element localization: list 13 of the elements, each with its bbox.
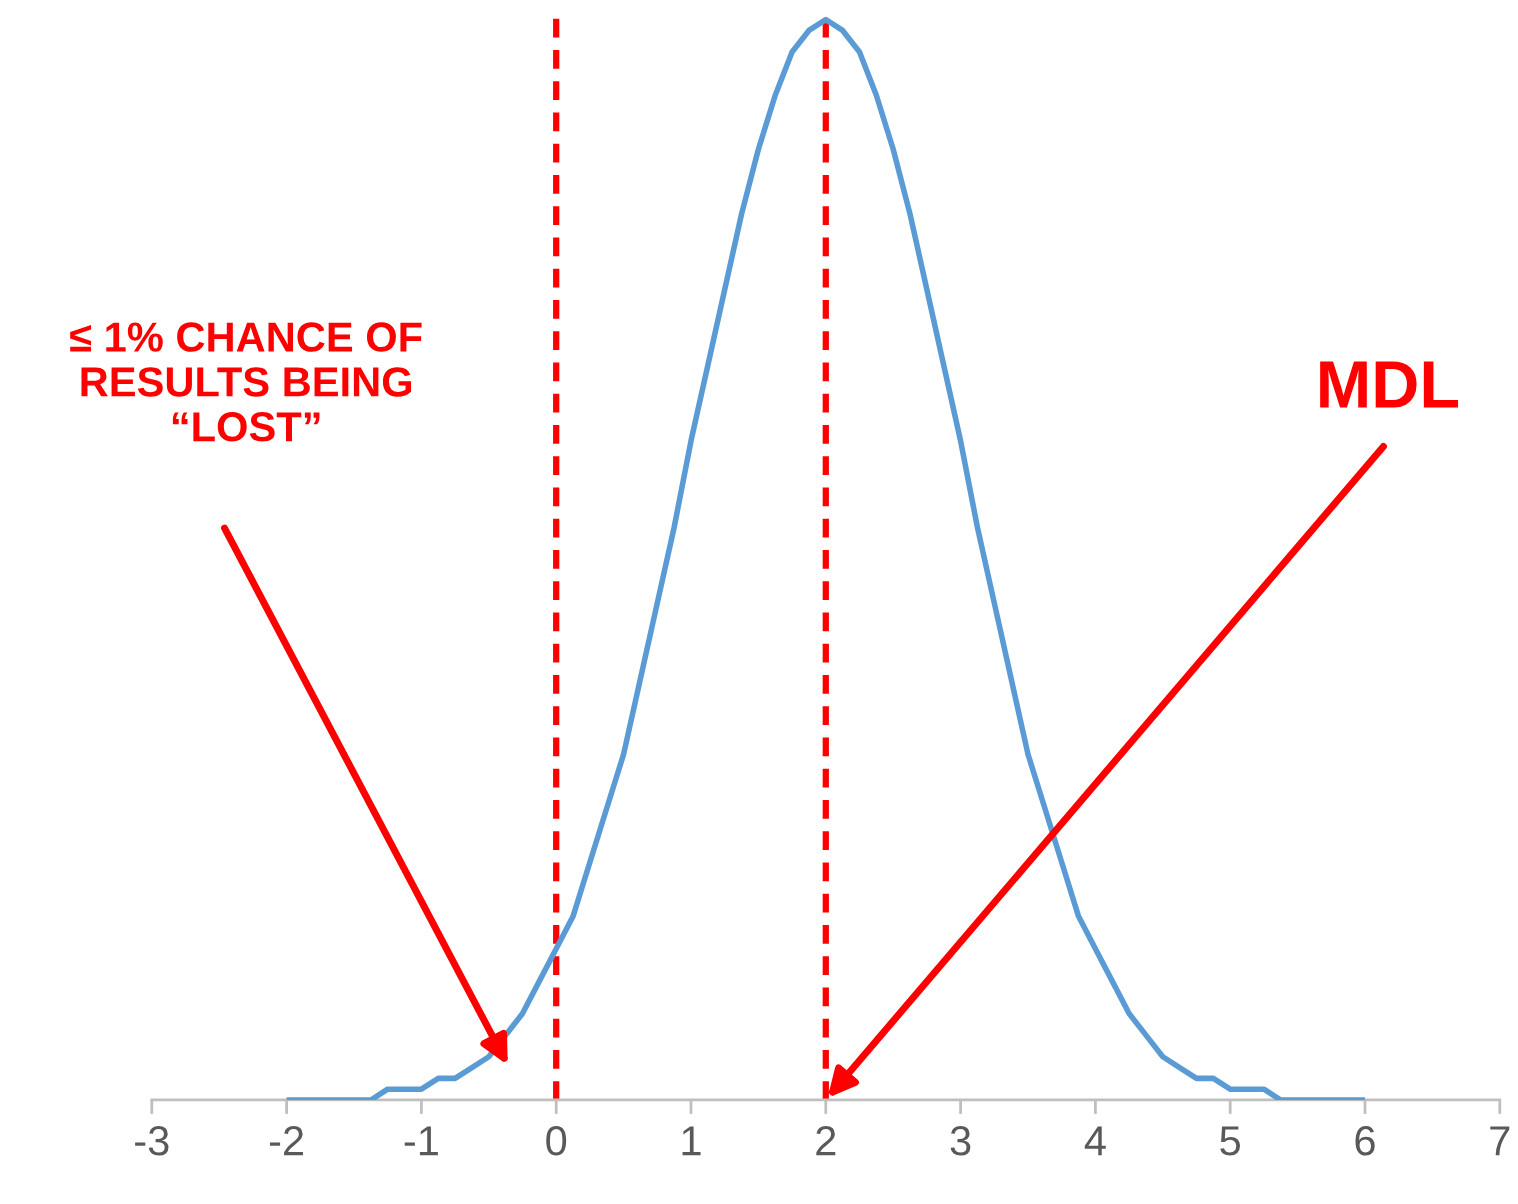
x-tick-label: 0 xyxy=(546,1126,567,1156)
x-tick-label: 7 xyxy=(1490,1126,1510,1156)
annotation: ≤ 1% CHANCE OF RESULTS BEING “LOST” xyxy=(70,322,422,442)
x-tick-label: -2 xyxy=(269,1126,304,1156)
x-tick-label: 5 xyxy=(1220,1126,1241,1156)
x-tick-label: -1 xyxy=(404,1126,438,1156)
x-tick-label: 1 xyxy=(682,1126,701,1156)
x-tick-label: 4 xyxy=(1084,1126,1106,1156)
annotation: MDL xyxy=(1320,361,1459,408)
x-tick-label: -3 xyxy=(135,1126,169,1156)
x-tick-label: 6 xyxy=(1355,1126,1375,1156)
x-tick-label: 3 xyxy=(950,1126,971,1156)
x-tick-label: 2 xyxy=(816,1126,836,1156)
